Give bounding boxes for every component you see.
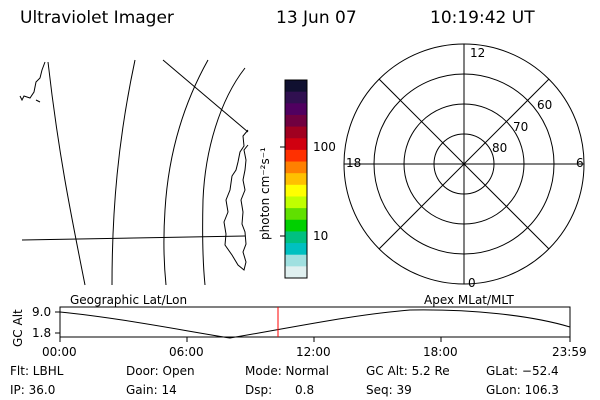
color-bar-band [285,149,307,163]
timeline-frame [59,306,571,338]
info-glon: GLon: 106.3 [486,383,559,397]
mlt-label-6: 6 [576,156,584,170]
polar-plot [343,43,585,285]
timeline-x-tick-0000: 00:00 [42,345,77,359]
color-bar-band [285,219,307,232]
color-bar-band [285,196,307,209]
latitude-arc-4 [202,67,246,286]
info-gc-alt: GC Alt: 5.2 Re [366,364,450,378]
altitude-curve [59,309,571,339]
mlt-label-0: 0 [468,276,476,290]
info-mode: Mode: Normal [245,364,329,378]
polar-diagonal-2 [378,78,550,250]
mlt-label-18: 18 [346,156,362,170]
color-bar-label-10: 10 [313,229,329,243]
color-bar-band [285,231,307,244]
color-bar-band [285,266,307,279]
color-bar-unit-label: photon cm⁻²s⁻¹ [258,147,272,240]
color-bar-frame [284,79,308,279]
timeline-x-tick-0600: 06:00 [169,345,204,359]
color-bar-band [285,91,307,104]
info-ip: IP: 36.0 [10,383,56,397]
timeline-x-tick-1800: 18:00 [423,345,458,359]
color-bar-label-100: 100 [313,140,336,154]
timeline-y-axis-label: GC Alt [11,309,25,347]
mlat-label-80: 80 [492,141,508,155]
latitude-arc-2 [111,59,136,286]
color-bar-band [285,208,307,221]
coastline-left [19,61,46,103]
mlat-label-70: 70 [513,120,529,134]
color-bar-band [285,114,307,128]
timeline-x-tick-2359: 23:59 [552,345,587,359]
info-dsp: Dsp: 0.8 [245,383,315,397]
coastline-right [223,129,249,271]
mlat-label-60: 60 [537,98,553,112]
color-bar-band [285,138,307,151]
latitude-arc-3 [163,59,209,286]
timeline-y-tick-9: 9.0 [32,305,52,319]
timeline-right-title: Apex MLat/MLT [424,293,514,307]
longitude-line [21,235,246,241]
color-bar-band [285,254,307,267]
timeline-x-tick-1200: 12:00 [296,345,331,359]
time-label: 10:19:42 UT [430,8,535,28]
color-bar-band [285,161,307,174]
color-bar-band [285,184,307,197]
color-bar-band [285,103,307,116]
color-bar [285,80,307,279]
color-bar-band [285,80,307,93]
info-seq: Seq: 39 [366,383,412,397]
mlt-label-12: 12 [470,46,486,60]
meridian-line [162,59,249,133]
latitude-arc-1 [47,61,86,286]
timeline-left-title: Geographic Lat/Lon [70,293,188,307]
info-filter: Flt: LBHL [10,364,64,378]
timeline-panel [55,306,571,342]
color-bar-band [285,126,307,139]
instrument-title: Ultraviolet Imager [20,8,174,28]
color-bar-band [285,173,307,186]
info-door: Door: Open [126,364,195,378]
color-bar-band [285,243,307,256]
info-gain: Gain: 14 [126,383,177,397]
timeline-y-tick-1-8: 1.8 [32,326,52,340]
date-label: 13 Jun 07 [276,8,357,28]
geographic-map [19,59,249,286]
info-glat: GLat: −52.4 [486,364,559,378]
